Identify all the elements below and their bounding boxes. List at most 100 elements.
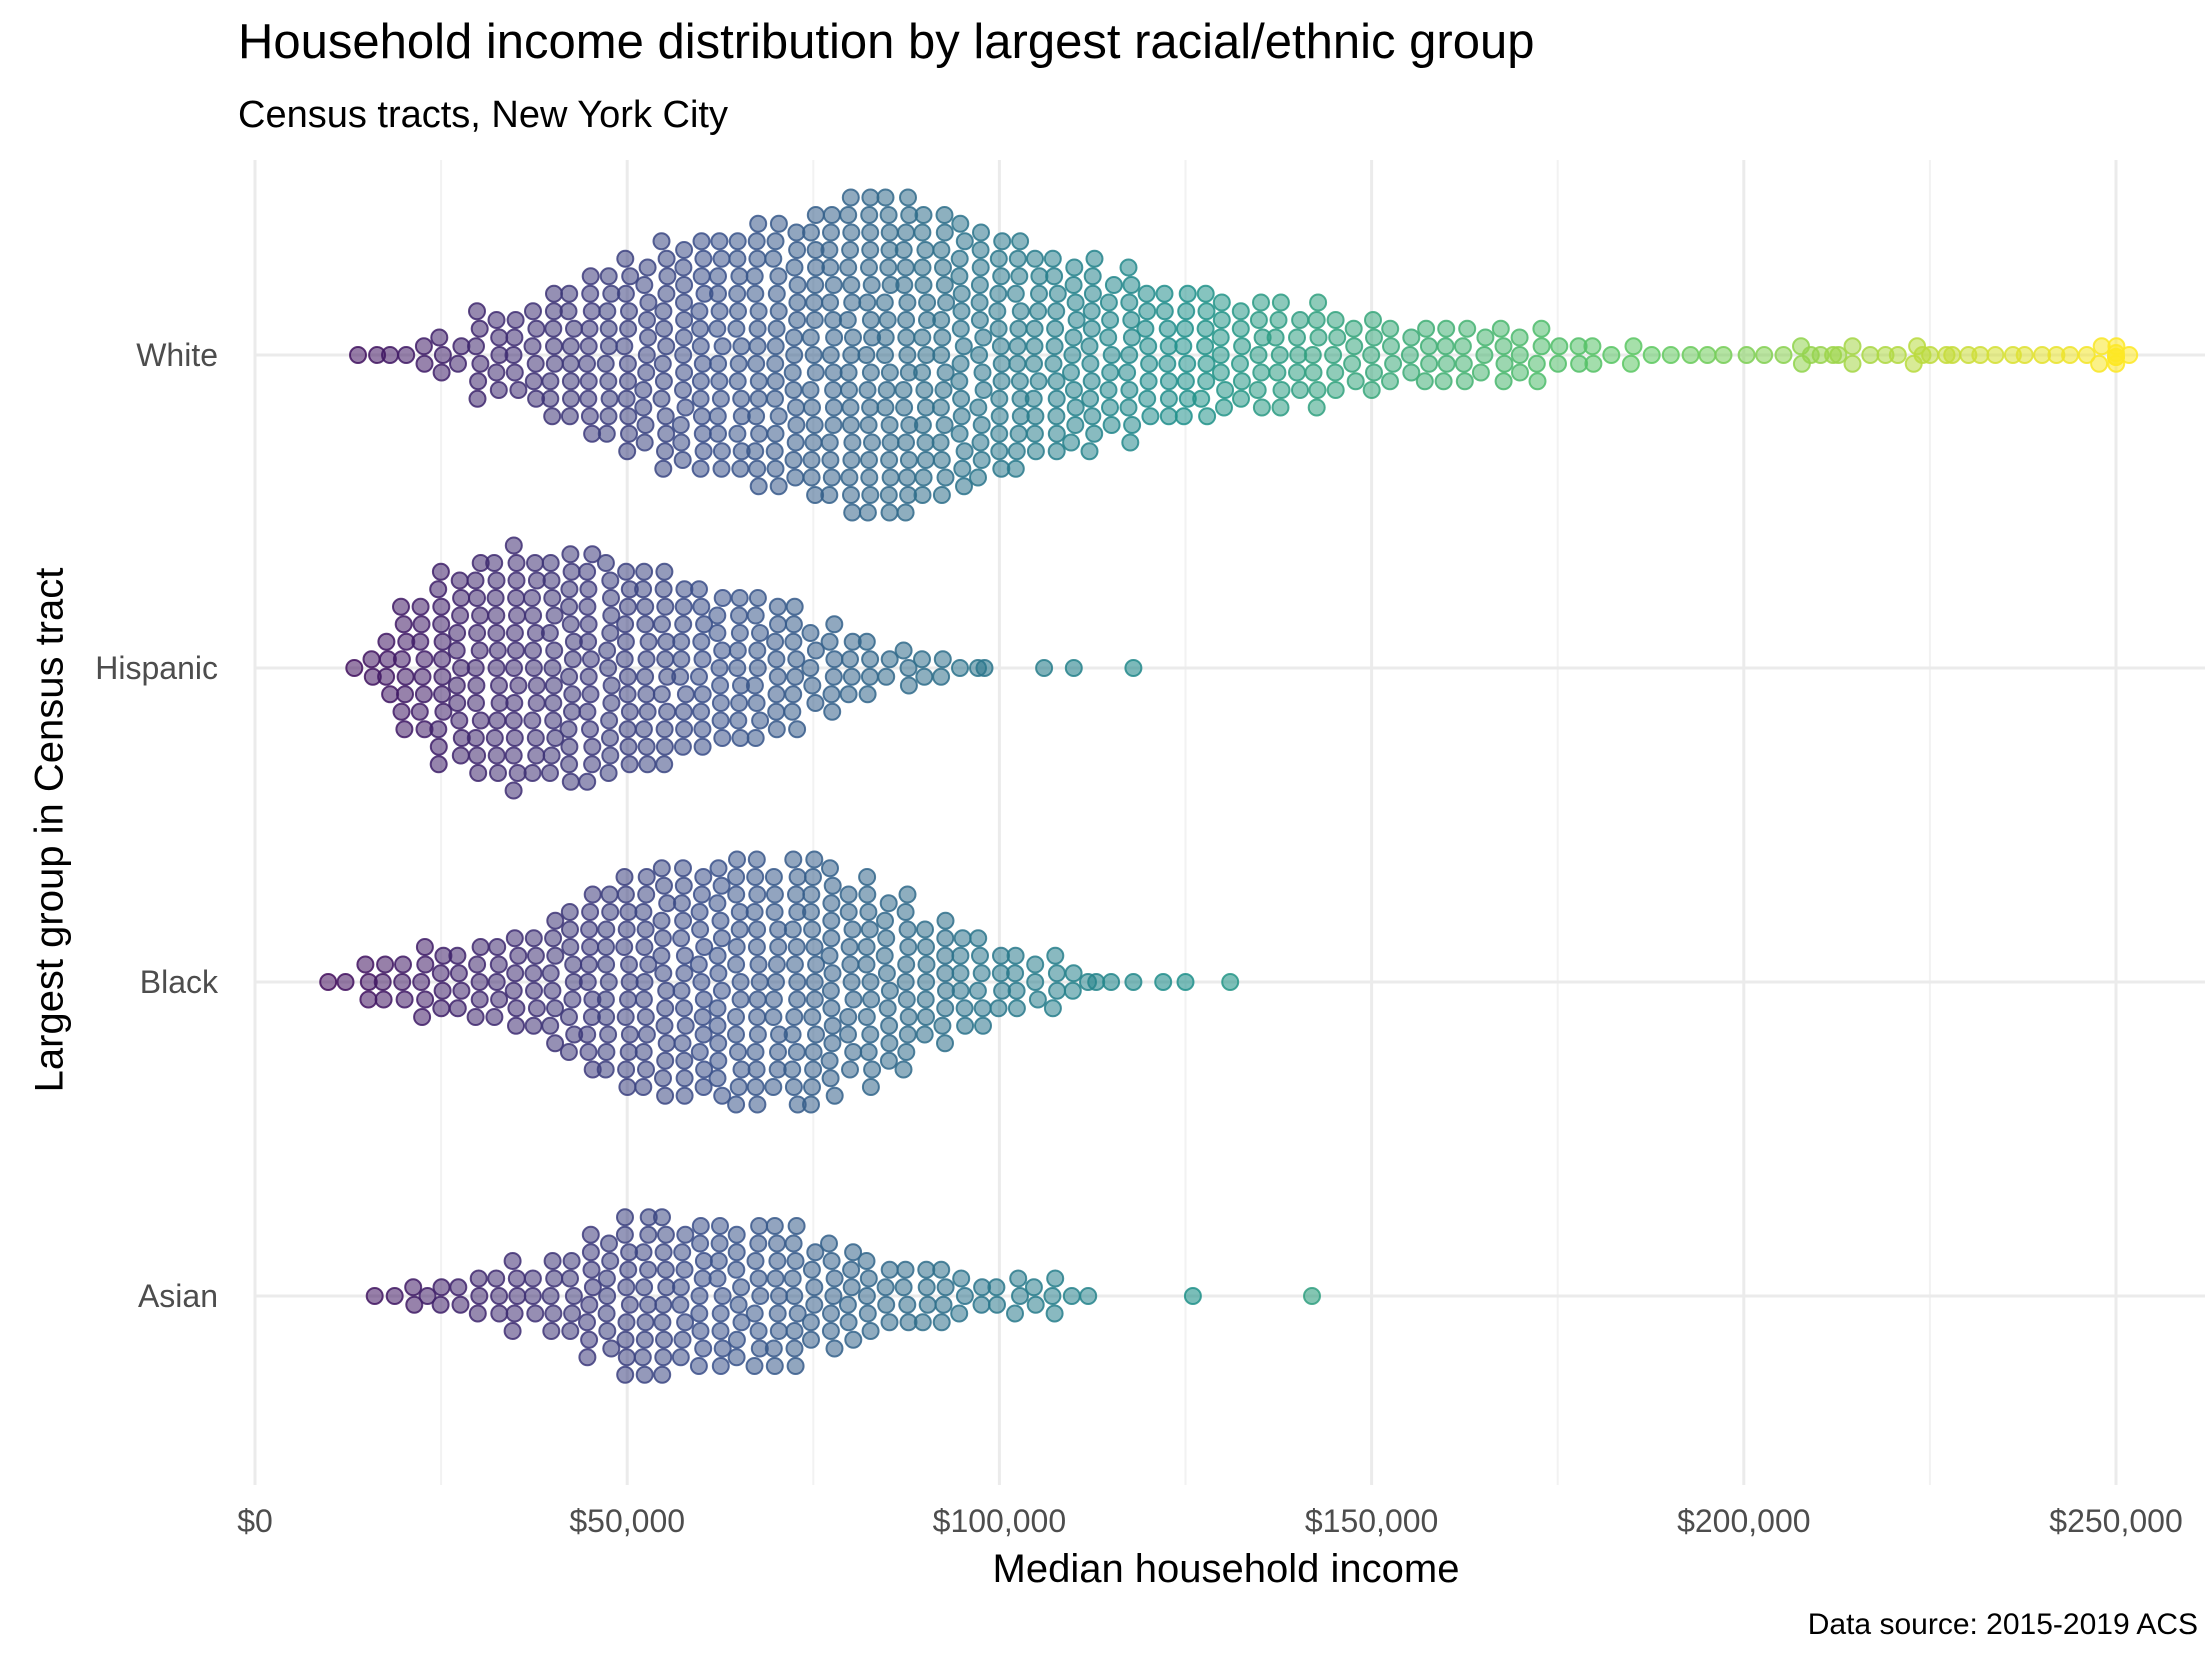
data-point-white bbox=[728, 424, 747, 443]
data-point-hispanic bbox=[466, 729, 485, 747]
data-point-white bbox=[1415, 372, 1434, 391]
data-point-black bbox=[560, 903, 579, 921]
data-point-asian bbox=[955, 1287, 974, 1305]
data-point-white bbox=[932, 451, 951, 469]
data-point-hispanic bbox=[672, 650, 691, 669]
data-point-white bbox=[1252, 293, 1270, 312]
data-point-hispanic bbox=[693, 720, 712, 739]
data-point-black bbox=[432, 999, 451, 1018]
data-point-hispanic bbox=[639, 632, 658, 651]
data-point-hispanic bbox=[392, 597, 410, 616]
data-point-white bbox=[1211, 328, 1230, 347]
data-point-asian bbox=[654, 1295, 673, 1314]
data-point-black bbox=[637, 868, 656, 886]
data-point-asian bbox=[404, 1278, 423, 1297]
data-point-black bbox=[488, 938, 507, 956]
data-point-black bbox=[898, 1025, 917, 1044]
data-point-black bbox=[784, 850, 803, 869]
data-point-black bbox=[936, 964, 955, 983]
data-point-hispanic bbox=[899, 676, 918, 695]
data-point-white bbox=[749, 477, 768, 496]
data-point-white bbox=[804, 346, 823, 364]
data-point-white bbox=[654, 459, 673, 478]
data-point-white bbox=[596, 354, 615, 373]
data-point-white bbox=[620, 424, 638, 443]
data-point-hispanic bbox=[583, 755, 602, 774]
data-point-hispanic bbox=[858, 685, 877, 704]
data-point-asian bbox=[805, 1278, 824, 1297]
data-point-white bbox=[932, 311, 951, 329]
data-point-asian bbox=[1079, 1287, 1098, 1305]
data-point-hispanic bbox=[432, 615, 451, 634]
data-point-hispanic bbox=[767, 702, 786, 721]
data-point-white bbox=[783, 363, 802, 382]
data-point-black bbox=[822, 999, 841, 1018]
data-point-asian bbox=[727, 1225, 746, 1244]
data-point-hispanic bbox=[485, 554, 504, 572]
data-point-black bbox=[894, 1060, 913, 1079]
data-point-hispanic bbox=[450, 571, 469, 590]
data-point-black bbox=[433, 981, 452, 1000]
data-point-white bbox=[971, 433, 990, 452]
data-point-asian bbox=[842, 1278, 861, 1297]
data-point-white bbox=[931, 398, 950, 417]
data-point-black bbox=[637, 885, 656, 904]
data-point-black bbox=[877, 964, 896, 983]
data-point-white bbox=[1122, 311, 1141, 329]
data-point-white bbox=[730, 267, 749, 286]
data-point-hispanic bbox=[784, 632, 803, 651]
data-point-asian bbox=[418, 1287, 437, 1305]
data-point-black bbox=[675, 1086, 694, 1105]
data-point-white bbox=[728, 232, 747, 251]
data-point-white bbox=[580, 319, 599, 338]
data-point-hispanic bbox=[381, 685, 400, 704]
data-point-asian bbox=[673, 1330, 692, 1349]
data-point-white bbox=[806, 206, 825, 224]
data-point-hispanic bbox=[637, 650, 656, 669]
data-point-hispanic bbox=[728, 659, 747, 677]
data-point-white bbox=[1288, 328, 1306, 347]
data-point-white bbox=[934, 381, 953, 399]
data-point-hispanic bbox=[785, 597, 804, 616]
data-point-hispanic bbox=[396, 667, 415, 686]
data-point-white bbox=[877, 381, 896, 399]
data-point-white bbox=[785, 346, 804, 364]
data-point-white bbox=[1231, 354, 1249, 373]
data-point-hispanic bbox=[509, 676, 528, 695]
data-point-white bbox=[857, 346, 876, 364]
data-point-black bbox=[466, 1008, 485, 1026]
data-point-white bbox=[1083, 407, 1102, 426]
axis-ticks: $0 $50,000 $100,000 $150,000 $200,000 $250,00… bbox=[95, 337, 2182, 1539]
data-point-black bbox=[936, 929, 955, 948]
data-point-white bbox=[969, 398, 988, 417]
data-point-white bbox=[1197, 354, 1216, 373]
data-point-black bbox=[803, 1008, 822, 1026]
data-point-asian bbox=[972, 1295, 991, 1314]
data-point-white bbox=[1211, 346, 1230, 364]
data-point-asian bbox=[541, 1287, 560, 1305]
data-point-white bbox=[1008, 249, 1027, 268]
data-point-asian bbox=[806, 1243, 825, 1262]
data-point-white bbox=[861, 241, 880, 259]
data-point-white bbox=[1212, 293, 1231, 312]
data-point-hispanic bbox=[746, 729, 765, 747]
data-point-white bbox=[694, 249, 713, 268]
data-point-black bbox=[560, 1008, 578, 1026]
data-point-black bbox=[359, 990, 378, 1009]
data-point-hispanic bbox=[470, 641, 489, 660]
data-point-hispanic bbox=[655, 720, 674, 739]
data-point-black bbox=[597, 920, 616, 939]
data-point-hispanic bbox=[544, 711, 563, 730]
data-point-hispanic bbox=[748, 659, 767, 677]
y-tick-label-white: White bbox=[136, 337, 218, 373]
data-point-hispanic bbox=[824, 667, 843, 686]
data-point-black bbox=[748, 885, 767, 904]
data-point-white bbox=[990, 407, 1009, 426]
data-point-hispanic bbox=[487, 624, 506, 642]
data-point-white bbox=[950, 249, 969, 268]
data-point-white bbox=[1047, 389, 1066, 408]
data-point-white bbox=[769, 267, 788, 286]
data-point-black bbox=[449, 964, 468, 983]
data-point-asian bbox=[768, 1252, 787, 1270]
data-point-asian bbox=[635, 1330, 654, 1349]
